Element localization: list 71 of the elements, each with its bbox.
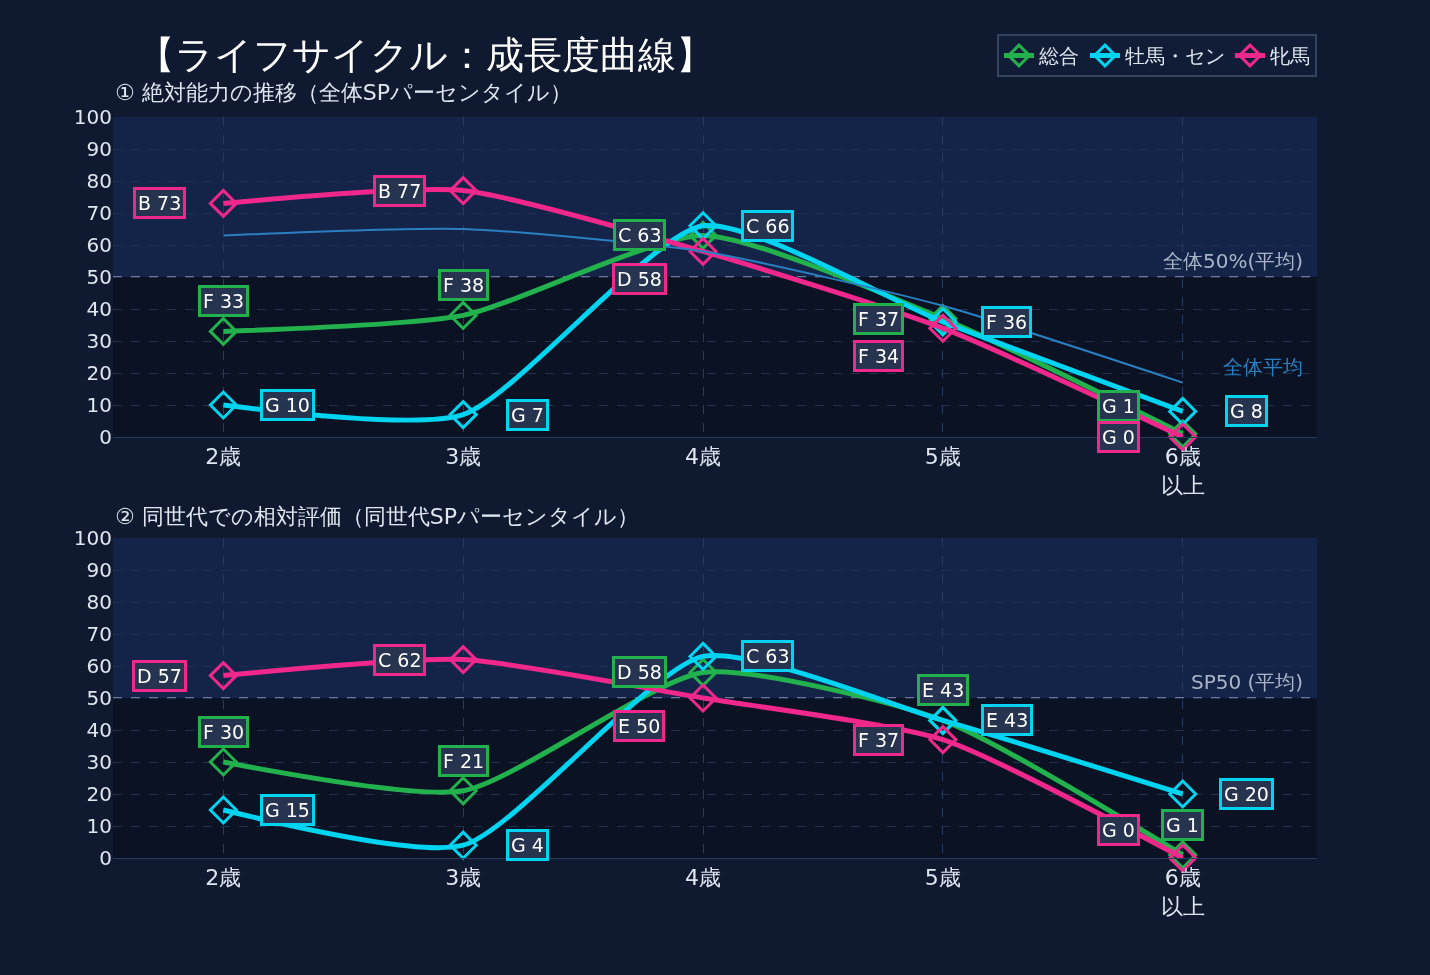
y-tick-label: 10	[86, 814, 112, 838]
data-label: B 73	[138, 192, 182, 214]
data-label: F 21	[443, 750, 485, 772]
x-tick-label: 4歳	[685, 865, 722, 891]
x-tick-label: 3歳	[445, 444, 482, 470]
y-tick-label: 60	[86, 233, 112, 257]
data-label: E 43	[986, 709, 1029, 731]
x-tick-label: 5歳	[924, 444, 961, 470]
data-label: E 50	[618, 715, 661, 737]
data-label: F 36	[986, 311, 1028, 333]
data-label: E 43	[922, 679, 965, 701]
data-label: D 58	[617, 661, 662, 683]
data-label: C 63	[618, 224, 662, 246]
data-label: G 15	[265, 799, 310, 821]
x-tick-label: 6歳以上	[1160, 444, 1205, 498]
y-tick-label: 70	[86, 622, 112, 646]
data-label: C 66	[746, 215, 790, 237]
data-label: G 0	[1102, 819, 1135, 841]
x-tick-label: 2歳	[205, 444, 242, 470]
x-tick-label: 4歳	[685, 444, 722, 470]
y-tick-label: 40	[86, 297, 112, 321]
data-label: G 20	[1224, 783, 1269, 805]
x-tick-label: 6歳以上	[1160, 865, 1205, 919]
y-tick-label: 60	[86, 654, 112, 678]
data-label: F 37	[858, 308, 900, 330]
legend-label: 総合	[1038, 44, 1079, 69]
data-label: F 30	[203, 721, 245, 743]
data-label: G 8	[1230, 400, 1263, 422]
y-tick-label: 40	[86, 718, 112, 742]
y-tick-label: 100	[73, 526, 112, 550]
y-tick-label: 90	[86, 558, 112, 582]
y-tick-label: 80	[86, 590, 112, 614]
data-label: G 1	[1166, 814, 1199, 836]
data-label: F 38	[443, 274, 485, 296]
y-tick-label: 70	[86, 201, 112, 225]
y-tick-label: 50	[86, 265, 112, 289]
chart-subtitle: ① 絶対能力の推移（全体SPパーセンタイル）	[115, 80, 572, 105]
x-tick-label: 2歳	[205, 865, 242, 891]
data-label: G 0	[1102, 426, 1135, 448]
y-tick-label: 0	[99, 425, 112, 449]
data-label: G 10	[265, 394, 310, 416]
legend-label: 牡馬・セン	[1125, 44, 1225, 69]
chart-title: 【ライフサイクル：成長度曲線】	[137, 33, 714, 77]
data-label: G 7	[511, 404, 544, 426]
x-tick-label: 5歳	[924, 865, 961, 891]
y-tick-label: 50	[86, 686, 112, 710]
data-label: F 37	[858, 729, 900, 751]
y-tick-label: 30	[86, 750, 112, 774]
data-label: C 62	[378, 649, 422, 671]
y-tick-label: 30	[86, 329, 112, 353]
ref-line-label: SP50 (平均)	[1191, 670, 1304, 694]
ref-line-label: 全体50%(平均)	[1163, 249, 1304, 273]
data-label: F 34	[858, 345, 900, 367]
chart-title: ② 同世代での相対評価（同世代SPパーセンタイル）	[115, 504, 639, 529]
y-tick-label: 90	[86, 137, 112, 161]
data-label: G 4	[511, 834, 544, 856]
data-label: D 58	[617, 268, 662, 290]
y-tick-label: 20	[86, 361, 112, 385]
data-label: B 77	[378, 180, 422, 202]
text: 全体平均	[1223, 355, 1303, 379]
y-tick-label: 10	[86, 393, 112, 417]
y-tick-label: 100	[73, 105, 112, 129]
y-tick-label: 20	[86, 782, 112, 806]
data-label: C 63	[746, 645, 790, 667]
data-label: F 33	[203, 290, 245, 312]
y-tick-label: 0	[99, 846, 112, 870]
y-tick-label: 80	[86, 169, 112, 193]
x-tick-label: 3歳	[445, 865, 482, 891]
legend-label: 牝馬	[1270, 44, 1310, 69]
data-label: D 57	[137, 665, 182, 687]
data-label: G 1	[1102, 395, 1135, 417]
